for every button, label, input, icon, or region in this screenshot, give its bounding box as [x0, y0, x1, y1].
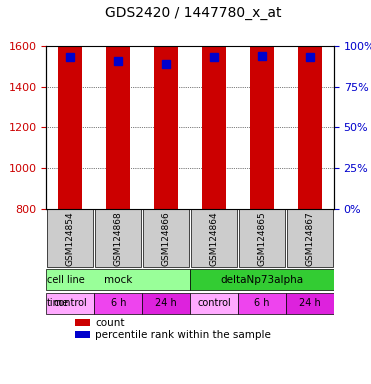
FancyBboxPatch shape — [190, 293, 238, 314]
Text: GSM124867: GSM124867 — [305, 211, 315, 266]
FancyBboxPatch shape — [238, 293, 286, 314]
Bar — [58, 0, 82, 209]
Bar — [75, 319, 89, 326]
Text: control: control — [53, 298, 87, 308]
Text: deltaNp73alpha: deltaNp73alpha — [220, 275, 303, 285]
Text: count: count — [95, 318, 125, 328]
FancyBboxPatch shape — [239, 209, 285, 267]
Text: percentile rank within the sample: percentile rank within the sample — [95, 329, 271, 339]
FancyBboxPatch shape — [142, 293, 190, 314]
Text: GSM124868: GSM124868 — [114, 211, 123, 266]
Text: 6 h: 6 h — [254, 298, 270, 308]
Text: GSM124854: GSM124854 — [66, 211, 75, 266]
Text: 6 h: 6 h — [111, 298, 126, 308]
Text: GDS2420 / 1447780_x_at: GDS2420 / 1447780_x_at — [105, 6, 281, 20]
Text: 24 h: 24 h — [155, 298, 177, 308]
Text: GSM124866: GSM124866 — [162, 211, 171, 266]
FancyBboxPatch shape — [190, 269, 334, 290]
Text: GSM124864: GSM124864 — [210, 211, 219, 266]
Text: cell line: cell line — [47, 275, 85, 285]
Bar — [106, 0, 130, 209]
Bar — [298, 0, 322, 209]
Text: mock: mock — [104, 275, 132, 285]
FancyBboxPatch shape — [286, 293, 334, 314]
Text: 24 h: 24 h — [299, 298, 321, 308]
FancyBboxPatch shape — [46, 293, 94, 314]
FancyBboxPatch shape — [287, 209, 333, 267]
Text: time: time — [47, 298, 69, 308]
Text: GSM124865: GSM124865 — [257, 211, 266, 266]
Text: control: control — [197, 298, 231, 308]
FancyBboxPatch shape — [95, 209, 141, 267]
Bar — [202, 0, 226, 209]
FancyBboxPatch shape — [191, 209, 237, 267]
FancyBboxPatch shape — [47, 209, 93, 267]
Bar — [75, 331, 89, 338]
Bar — [250, 0, 274, 209]
FancyBboxPatch shape — [143, 209, 189, 267]
FancyBboxPatch shape — [94, 293, 142, 314]
FancyBboxPatch shape — [46, 269, 190, 290]
Bar — [154, 44, 178, 209]
